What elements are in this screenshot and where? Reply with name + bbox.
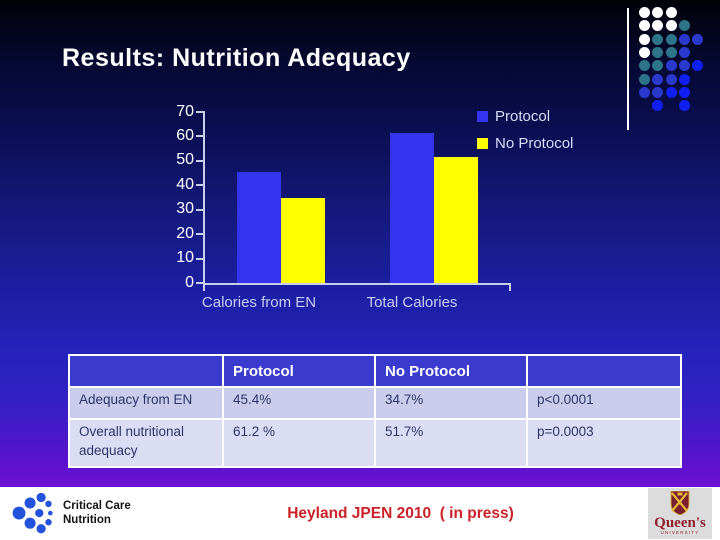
decor-dot — [665, 7, 677, 18]
decor-dot — [665, 73, 677, 85]
y-tick-mark — [196, 159, 204, 162]
decor-dot — [692, 33, 704, 45]
y-tick-label: 20 — [176, 224, 194, 242]
ccn-logo-line1: Critical Care — [63, 500, 131, 513]
decor-dot — [639, 20, 650, 32]
bar-no-protocol — [434, 156, 478, 283]
y-axis-line — [203, 111, 205, 285]
decor-dot — [652, 46, 664, 58]
table-cell: 61.2 % — [222, 418, 376, 468]
table-header-cell — [68, 354, 224, 388]
decor-dot — [665, 86, 677, 98]
decor-dot — [639, 60, 650, 72]
y-tick-label: 10 — [176, 249, 194, 267]
decor-dot — [678, 60, 690, 72]
x-axis-tick-left — [203, 283, 205, 291]
table-cell: 51.7% — [374, 418, 528, 468]
y-tick-mark — [196, 135, 204, 138]
legend-item: Protocol — [477, 103, 573, 130]
y-tick-mark — [196, 233, 204, 236]
decor-dot — [652, 7, 664, 18]
y-tick-mark — [196, 257, 204, 260]
decor-dot — [665, 60, 677, 72]
table-header-cell — [526, 354, 682, 388]
table-header-cell: Protocol — [222, 354, 376, 388]
decor-dot — [678, 73, 690, 85]
decor-dot — [652, 20, 664, 32]
ccn-logo-line2: Nutrition — [63, 513, 111, 526]
table-cell: 34.7% — [374, 386, 528, 420]
table-header-row: Protocol No Protocol — [68, 354, 682, 388]
bar-no-protocol — [281, 198, 325, 283]
decor-dot — [652, 60, 664, 72]
y-tick-label: 50 — [176, 151, 194, 169]
y-tick-label: 70 — [176, 102, 194, 120]
x-category-label: Total Calories — [366, 294, 458, 311]
legend-item: No Protocol — [477, 130, 573, 157]
queens-crest-icon — [670, 491, 690, 516]
bar-protocol — [390, 133, 434, 283]
chart-legend: Protocol No Protocol — [477, 103, 573, 157]
ccn-molecule-icon — [12, 492, 53, 533]
legend-swatch-icon — [477, 138, 488, 149]
decor-dot — [665, 20, 677, 32]
legend-swatch-icon — [477, 111, 488, 122]
x-axis-line — [203, 283, 511, 285]
y-tick-mark — [196, 282, 204, 284]
footer: Critical Care Nutrition Heyland JPEN 201… — [0, 487, 720, 540]
decor-dot — [665, 33, 677, 45]
legend-label: No Protocol — [495, 135, 574, 152]
decor-dot — [652, 86, 664, 98]
table-cell: 45.4% — [222, 386, 376, 420]
decor-dot — [639, 86, 650, 98]
table-header-cell: No Protocol — [374, 354, 528, 388]
x-axis-tick-right — [509, 283, 511, 291]
y-tick-label: 40 — [176, 175, 194, 193]
decor-dot — [692, 60, 704, 72]
table-cell: Adequacy from EN — [68, 386, 224, 420]
y-tick-mark — [196, 184, 204, 187]
decor-dot — [639, 46, 650, 58]
table-cell: Overall nutritional adequacy — [68, 418, 224, 468]
dots-decoration — [639, 7, 714, 122]
decor-dot — [652, 73, 664, 85]
table-row: Adequacy from EN 45.4% 34.7% p<0.0001 — [68, 386, 682, 420]
decor-dot — [665, 46, 677, 58]
y-tick-label: 60 — [176, 126, 194, 144]
decor-dot — [652, 100, 664, 112]
table-cell: p<0.0001 — [526, 386, 682, 420]
citation: Heyland JPEN 2010 ( in press) — [287, 504, 514, 522]
results-table: Protocol No Protocol Adequacy from EN 45.4… — [68, 354, 682, 468]
y-tick-mark — [196, 208, 204, 211]
queens-logo-name: Queen's — [654, 515, 706, 532]
critical-care-nutrition-logo: Critical Care Nutrition — [8, 491, 198, 537]
table-cell: p=0.0003 — [526, 418, 682, 468]
ccn-logo-text: Critical Care Nutrition — [63, 500, 131, 526]
decor-dot — [639, 33, 650, 45]
decor-dot — [678, 20, 690, 32]
decor-dot — [678, 33, 690, 45]
decor-dot — [639, 7, 650, 18]
y-tick-mark — [196, 111, 204, 113]
bar-protocol — [237, 172, 281, 283]
legend-label: Protocol — [495, 108, 551, 125]
x-category-label: Calories from EN — [201, 294, 317, 311]
page-title: Results: Nutrition Adequacy — [62, 44, 411, 72]
decor-dot — [678, 46, 690, 58]
y-tick-label: 30 — [176, 200, 194, 218]
decor-dot — [678, 86, 690, 98]
divider-line — [627, 8, 629, 130]
queens-logo-sub: UNIVERSITY — [660, 530, 700, 536]
table-row: Overall nutritional adequacy 61.2 % 51.7% p… — [68, 418, 682, 468]
y-tick-label: 0 — [185, 273, 194, 291]
queens-university-logo: Queen's UNIVERSITY — [648, 488, 712, 539]
bar-chart: 0 10 20 30 40 50 60 70 Calories from EN Total Ca… — [176, 102, 574, 311]
decor-dot — [652, 33, 664, 45]
decor-dot — [678, 100, 690, 112]
decor-dot — [639, 73, 650, 85]
